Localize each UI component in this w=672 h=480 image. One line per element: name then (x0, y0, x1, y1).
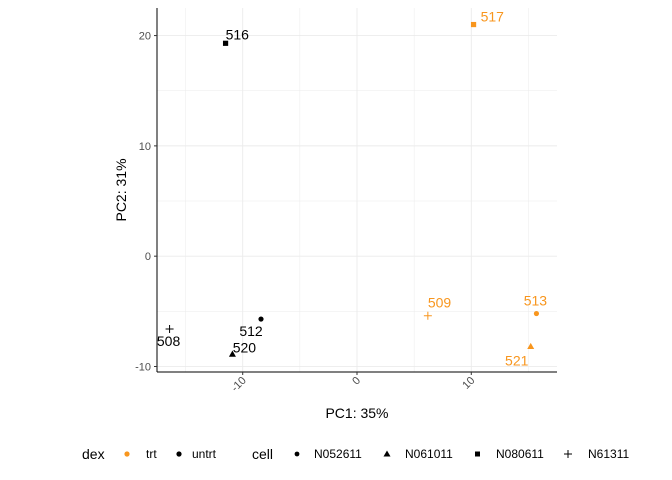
point-label-516: 516 (226, 26, 250, 42)
point-label-513: 513 (524, 293, 548, 309)
legend: dex trt untrt cell N052611 N061011 N0806… (82, 446, 629, 462)
legend-dex-untrt-key (176, 451, 182, 457)
point-520 (228, 350, 236, 357)
point-516 (222, 40, 229, 46)
point-521 (527, 342, 535, 350)
grid (157, 8, 557, 372)
legend-dex-untrt-label: untrt (192, 447, 217, 461)
point-517 (470, 21, 477, 28)
legend-cell-n080611-key (475, 451, 480, 457)
point-label-521: 521 (505, 353, 529, 369)
point-label-509: 509 (428, 295, 452, 311)
legend-dex-trt-label: trt (146, 447, 157, 461)
point-512 (258, 316, 264, 322)
point-label-520: 520 (233, 339, 257, 355)
point-513 (533, 310, 540, 317)
y-tick-label: 0 (145, 251, 151, 263)
legend-cell-n052611-key (294, 451, 300, 457)
x-tick-label: 10 (460, 375, 477, 392)
y-axis-title: PC2: 31% (113, 158, 129, 221)
x-axis-title: PC1: 35% (325, 405, 388, 421)
point-label-508: 508 (157, 333, 181, 349)
point-label-512: 512 (239, 323, 263, 339)
point-508 (165, 324, 174, 333)
x-tick-label: 0 (350, 375, 363, 388)
point-509 (423, 311, 432, 320)
y-tick-label: 10 (139, 141, 151, 153)
legend-cell-n052611-label: N052611 (314, 447, 362, 461)
y-tick-label: 20 (139, 31, 151, 43)
legend-cell-n061011-label: N061011 (405, 447, 453, 461)
legend-cell-n061011-key (383, 450, 391, 457)
legend-cell-n080611-label: N080611 (496, 447, 544, 461)
y-tick-label: -10 (135, 361, 151, 373)
x-tick-label: -10 (229, 375, 249, 395)
legend-dex-title: dex (82, 446, 105, 462)
legend-cell-title: cell (252, 446, 273, 462)
points (165, 21, 540, 357)
legend-cell-n61311-key (564, 450, 572, 458)
point-label-517: 517 (481, 9, 505, 25)
legend-cell-n61311-label: N61311 (588, 447, 629, 461)
legend-dex-trt-key (124, 451, 130, 457)
